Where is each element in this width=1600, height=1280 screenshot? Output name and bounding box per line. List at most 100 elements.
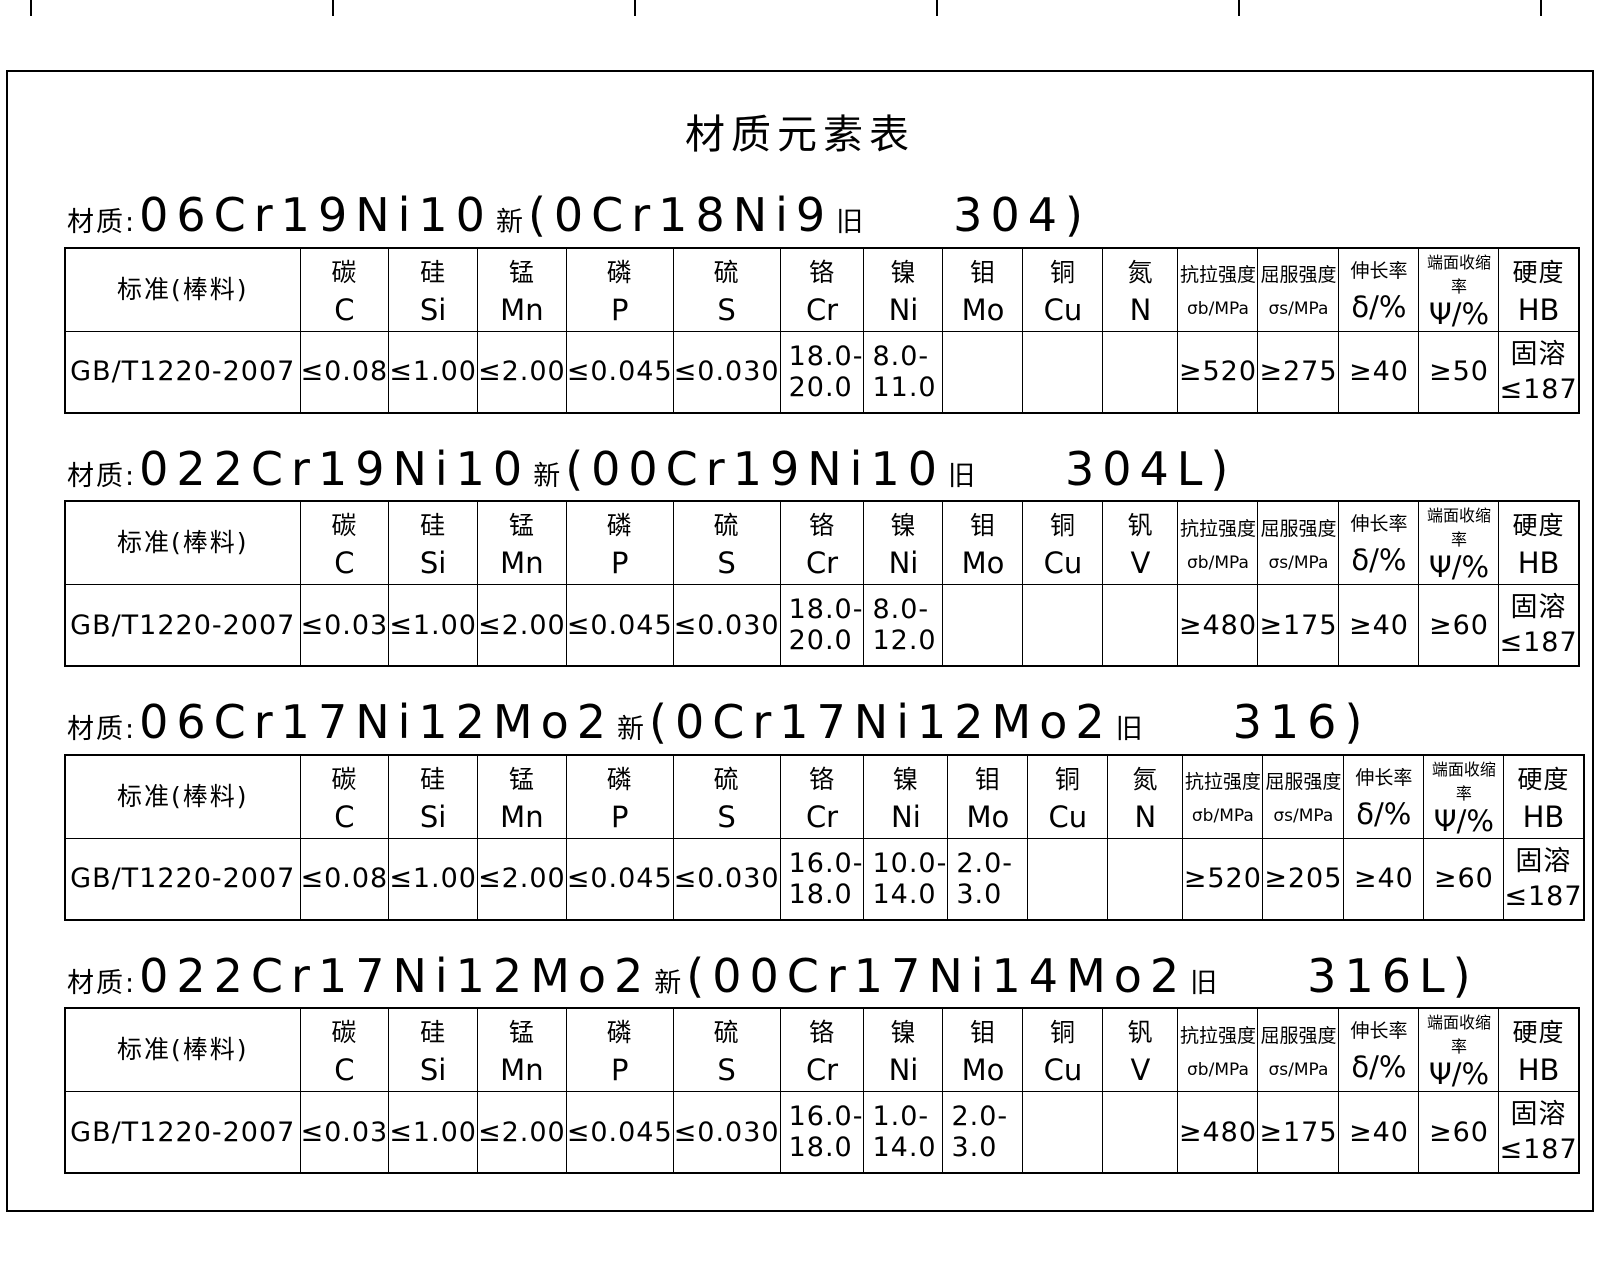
drawing-frame: 材质元素表 材质: 06Cr19Ni10 新 (0Cr18Ni9 旧 304) 标准(棒料)… <box>6 70 1594 1212</box>
col-header-stack: 伸长率 δ/% <box>1345 756 1423 838</box>
cell-elongation: ≥40 <box>1338 330 1420 414</box>
col-symbol: Cu <box>1048 799 1088 834</box>
col-header-stack: 铬 Cr <box>781 756 863 838</box>
col-symbol: Cr <box>805 546 839 581</box>
material-new-code: 06Cr19Ni10 <box>139 188 493 242</box>
col-symbol: Ni <box>888 546 919 581</box>
cell-standard: GB/T1220-2007 <box>64 1091 301 1174</box>
col-header-silicon: 硅 Si <box>388 247 478 332</box>
col-header-copper: 铜 Cu <box>1027 754 1109 839</box>
col-name-cn: 铜 <box>1054 764 1081 794</box>
col-symbol: δ/% <box>1351 543 1407 578</box>
col-name-cn: 锰 <box>508 764 535 794</box>
cell-molybdenum <box>942 330 1024 414</box>
col-symbol: σb/MPa <box>1187 298 1249 319</box>
col-header-stack: 抗拉强度 σb/MPa <box>1184 756 1262 838</box>
col-header-elongation: 伸长率 δ/% <box>1338 247 1420 332</box>
col-symbol: C <box>334 799 355 834</box>
table-data-row: GB/T1220-2007 ≤0.03 ≤1.00 ≤2.00 ≤0.045 ≤0.030… <box>64 1091 1580 1174</box>
col-name-cn: 镍 <box>890 257 917 287</box>
col-name-cn: 氮 <box>1127 257 1154 287</box>
cell-phosphorus: ≤0.045 <box>565 837 674 921</box>
col-symbol: HB <box>1517 292 1560 327</box>
col-name-cn: 锰 <box>508 257 535 287</box>
material-label: 材质: 022Cr17Ni12Mo2 新 (00Cr17Ni14Mo2 旧 316L) <box>64 951 1592 1002</box>
material-new-code: 022Cr17Ni12Mo2 <box>139 948 652 1003</box>
col-header-stack: 铜 Cu <box>1024 1009 1102 1091</box>
col-name-cn: 硬度 <box>1512 257 1565 287</box>
col-name-cn: 抗拉强度 <box>1179 1025 1256 1048</box>
table-header-row: 标准(棒料) 碳 C 硅 Si 锰 Mn 磷 P 硫 S 铬 Cr 镍 Ni 钼 Mo 铜 Cu 氮 N 抗拉强度 σb/M… <box>64 754 1585 839</box>
cell-hardness: 固溶 ≤187 <box>1498 584 1580 667</box>
old-designation-mark: 旧 <box>1115 714 1145 746</box>
new-designation-mark: 新 <box>654 967 684 999</box>
cell-area-reduction: ≥50 <box>1418 330 1500 414</box>
cell-tensile-strength: ≥480 <box>1177 1091 1259 1174</box>
cell-carbon: ≤0.03 <box>299 1091 390 1174</box>
col-header-stack: 伸长率 δ/% <box>1340 1009 1418 1091</box>
col-name-cn: 硅 <box>420 511 447 541</box>
col-header-tensile-strength: 抗拉强度 σb/MPa <box>1177 500 1259 586</box>
col-header-hardness: 硬度 HB <box>1498 247 1580 332</box>
col-header-stack: 铜 Cu <box>1024 502 1102 584</box>
col-header-stack: 镍 Ni <box>865 1009 942 1091</box>
col-header-manganese: 锰 Mn <box>477 754 567 839</box>
material-section: 材质: 022Cr17Ni12Mo2 新 (00Cr17Ni14Mo2 旧 316L) 标准… <box>64 951 1592 1175</box>
cell-silicon: ≤1.00 <box>388 584 478 667</box>
col-symbol: P <box>610 799 629 834</box>
new-designation-mark: 新 <box>533 460 563 492</box>
cell-tensile-strength: ≥520 <box>1182 837 1264 921</box>
col-symbol: Ni <box>888 1053 919 1088</box>
cell-nitrogen <box>1107 837 1184 921</box>
col-header-stack: 镍 Ni <box>865 502 942 584</box>
col-header-stack: 铬 Cr <box>781 1009 863 1091</box>
cell-vanadium <box>1102 1091 1179 1174</box>
col-header-stack: 伸长率 δ/% <box>1340 502 1418 584</box>
col-header-stack: 镍 Ni <box>865 756 947 838</box>
table-header-row: 标准(棒料) 碳 C 硅 Si 锰 Mn 磷 P 硫 S 铬 Cr 镍 Ni 钼 Mo 铜 Cu 钒 V 抗拉强度 σb/M… <box>64 1007 1580 1093</box>
new-designation-mark: 新 <box>617 714 647 746</box>
col-header-stack: 硅 Si <box>390 502 477 584</box>
cell-yield-strength: ≥275 <box>1257 330 1340 414</box>
cell-standard: GB/T1220-2007 <box>64 584 301 667</box>
cell-elongation: ≥40 <box>1343 837 1425 921</box>
material-section: 材质: 06Cr19Ni10 新 (0Cr18Ni9 旧 304) 标准(棒料) 碳 C 硅 Si 锰… <box>64 190 1592 414</box>
cell-silicon: ≤1.00 <box>388 837 478 921</box>
col-header-stack: 抗拉强度 σb/MPa <box>1179 1009 1257 1091</box>
col-header-stack: 锰 Mn <box>478 756 565 838</box>
spec-table: 标准(棒料) 碳 C 硅 Si 锰 Mn 磷 P 硫 S 铬 Cr 镍 Ni 钼 Mo 铜 Cu 氮 N 抗拉强度 σb/M… <box>64 246 1580 414</box>
col-header-molybdenum: 钼 Mo <box>942 1007 1024 1093</box>
col-header-area-reduction: 端面收缩率 Ψ/% <box>1423 754 1505 839</box>
col-name-cn: 屈服强度 <box>1260 1025 1337 1048</box>
col-header-stack: 屈服强度 σs/MPa <box>1259 249 1338 331</box>
material-old-code: (0Cr17Ni12Mo2 <box>649 695 1113 750</box>
col-symbol: P <box>610 292 629 327</box>
col-symbol: Si <box>419 292 447 327</box>
col-header-area-reduction: 端面收缩率 Ψ/% <box>1418 247 1500 332</box>
col-header-stack: 端面收缩率 Ψ/% <box>1425 756 1503 838</box>
col-header-manganese: 锰 Mn <box>477 1007 567 1093</box>
cell-area-reduction: ≥60 <box>1418 584 1500 667</box>
col-header-hardness: 硬度 HB <box>1503 754 1585 839</box>
sheet-tick-mark <box>1540 0 1542 16</box>
col-name-cn: 锰 <box>508 1018 535 1048</box>
col-header-molybdenum: 钼 Mo <box>947 754 1029 839</box>
cell-elongation: ≥40 <box>1338 1091 1420 1174</box>
col-header-stack: 钼 Mo <box>944 1009 1022 1091</box>
col-name-cn: 抗拉强度 <box>1179 264 1256 287</box>
col-header-stack: 镍 Ni <box>865 249 942 331</box>
material-section: 材质: 06Cr17Ni12Mo2 新 (0Cr17Ni12Mo2 旧 316) 标准(棒料… <box>64 697 1592 921</box>
table-data-row: GB/T1220-2007 ≤0.08 ≤1.00 ≤2.00 ≤0.045 ≤0.030… <box>64 330 1580 414</box>
col-symbol: Ψ/% <box>1428 550 1490 585</box>
material-grade: 304L) <box>1064 441 1237 496</box>
